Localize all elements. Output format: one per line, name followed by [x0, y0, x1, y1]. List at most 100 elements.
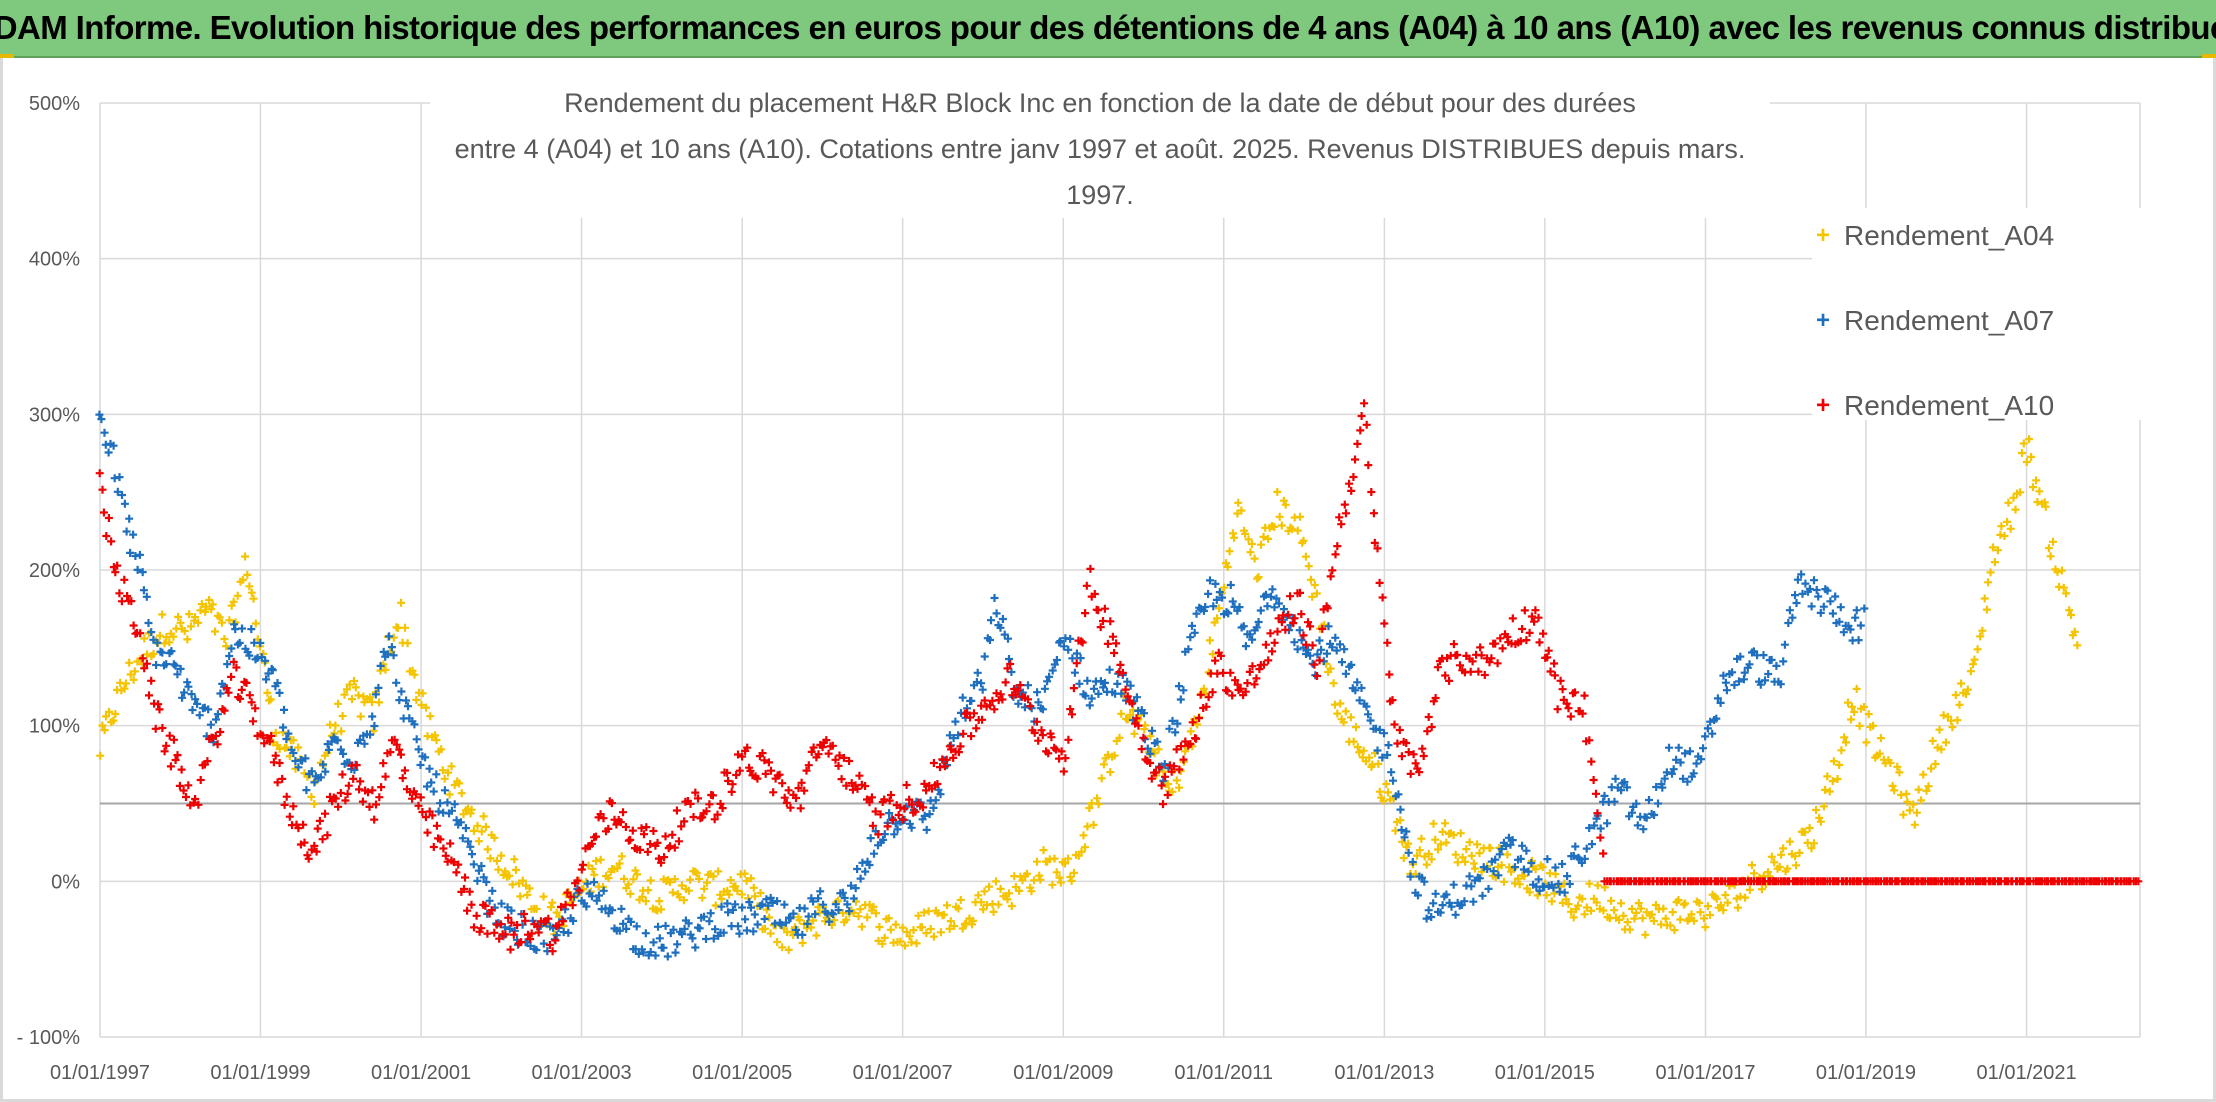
data-point [684, 919, 693, 928]
data-point [184, 682, 193, 691]
data-point [1562, 895, 1571, 904]
data-point [883, 822, 892, 831]
data-point [474, 837, 483, 846]
data-point [1442, 890, 1451, 899]
data-point [879, 835, 888, 844]
data-point [1223, 687, 1232, 696]
data-point [338, 712, 347, 720]
data-point [1176, 767, 1185, 775]
data-point [351, 683, 360, 692]
data-point [1244, 535, 1253, 544]
data-point [1645, 796, 1653, 804]
data-point [1610, 797, 1619, 806]
data-point [1666, 921, 1675, 930]
data-point [236, 694, 245, 703]
data-point [1263, 602, 1272, 611]
data-point [1199, 684, 1208, 693]
data-point [604, 824, 613, 833]
data-point [414, 801, 423, 810]
data-point [613, 864, 622, 873]
data-point [725, 890, 734, 899]
data-point [247, 588, 256, 597]
data-point [2025, 435, 2034, 444]
data-point [559, 917, 568, 926]
data-point [404, 702, 412, 711]
data-point [1417, 834, 1426, 843]
data-point [929, 932, 938, 941]
data-point [1798, 589, 1807, 598]
data-point [1476, 643, 1485, 652]
data-point [395, 745, 404, 754]
data-point [171, 661, 180, 670]
data-point [438, 766, 447, 775]
data-point [1069, 684, 1078, 693]
data-point [966, 713, 974, 722]
data-point [1393, 739, 1402, 748]
x-tick-label: 01/01/2001 [371, 1062, 471, 1084]
data-point [792, 794, 800, 802]
data-point [724, 777, 733, 785]
data-point [714, 867, 723, 876]
data-point [1869, 721, 1878, 730]
data-point [1525, 888, 1534, 897]
data-point [1852, 606, 1861, 615]
data-point [1585, 736, 1594, 745]
data-point [500, 923, 509, 932]
data-point [1366, 716, 1375, 725]
data-point [893, 825, 902, 834]
data-point [279, 723, 288, 732]
data-point [1701, 732, 1710, 741]
data-point [1477, 651, 1486, 660]
data-point [518, 876, 527, 885]
data-point [1140, 709, 1148, 718]
data-point [487, 906, 496, 915]
data-point [1704, 902, 1712, 911]
data-point [731, 882, 740, 891]
data-point [1516, 854, 1525, 863]
data-point [191, 613, 199, 622]
data-point [800, 786, 809, 795]
data-point [990, 705, 999, 714]
data-point [1219, 668, 1228, 677]
data-point [1902, 789, 1911, 798]
data-point [1508, 836, 1517, 845]
data-point [414, 745, 423, 754]
data-point [1587, 757, 1596, 766]
data-point [1406, 769, 1415, 778]
data-point [1842, 738, 1850, 747]
data-point [766, 893, 775, 902]
data-point [104, 514, 113, 522]
data-point [1378, 753, 1387, 762]
data-point [372, 800, 380, 809]
data-point [367, 698, 376, 706]
data-point [360, 739, 369, 748]
data-point [1067, 876, 1076, 885]
data-point [436, 835, 445, 844]
data-point [711, 901, 720, 910]
data-point [316, 773, 325, 782]
data-point [1547, 897, 1556, 906]
data-point [477, 862, 486, 870]
data-point [1919, 770, 1928, 779]
data-point [945, 924, 954, 933]
data-point [1086, 564, 1095, 573]
data-point [1496, 634, 1505, 643]
data-point [753, 774, 762, 783]
data-point [1137, 745, 1146, 754]
data-point [98, 721, 107, 730]
data-point [1470, 864, 1479, 873]
data-point [1398, 837, 1407, 846]
data-point [1593, 881, 1602, 890]
data-point [158, 610, 167, 619]
data-point [444, 768, 453, 777]
data-point [216, 728, 225, 736]
data-point [1969, 660, 1977, 669]
data-point [1246, 630, 1254, 639]
data-point [1722, 686, 1731, 695]
data-point [1424, 849, 1433, 858]
data-point [1245, 667, 1254, 676]
data-point [1422, 914, 1431, 923]
data-point [162, 660, 171, 669]
data-point [812, 931, 821, 940]
data-point [907, 800, 916, 809]
